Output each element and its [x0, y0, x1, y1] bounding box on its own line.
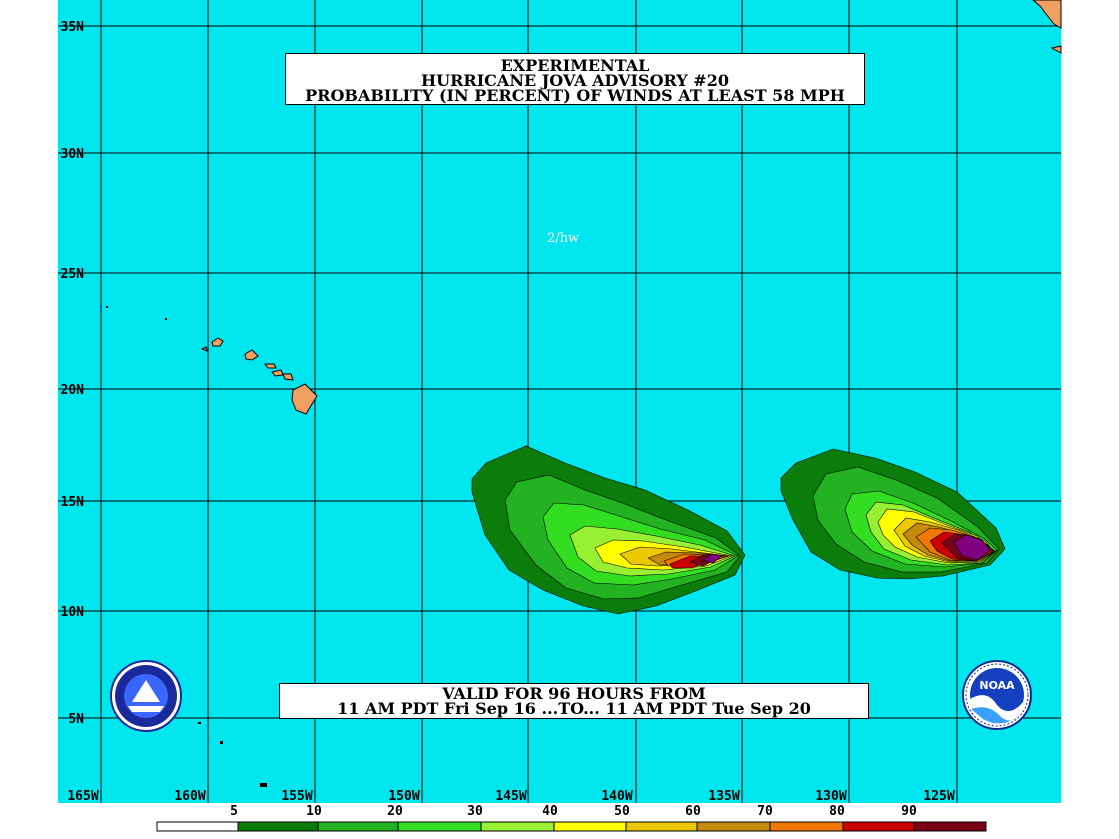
- scale-swatch: [480, 821, 555, 832]
- scale-swatch: [237, 821, 319, 832]
- latitude-label: 30N: [61, 147, 85, 162]
- small-islets: [106, 306, 267, 787]
- latitude-label: 15N: [61, 495, 85, 510]
- longitude-label: 130W: [815, 789, 846, 804]
- scale-swatch: [913, 821, 987, 832]
- latitude-label: 10N: [61, 605, 85, 620]
- scale-swatch: [842, 821, 915, 832]
- scale-label: 5: [230, 804, 238, 819]
- longitude-label: 150W: [388, 789, 419, 804]
- longitude-label: 145W: [495, 789, 526, 804]
- scale-label: 30: [467, 804, 483, 819]
- longitude-label: 135W: [708, 789, 739, 804]
- scale-label: 50: [614, 804, 630, 819]
- color-scale-bar: [156, 821, 987, 832]
- scale-label: 20: [387, 804, 403, 819]
- longitude-label: 125W: [923, 789, 954, 804]
- scale-swatch: [553, 821, 627, 832]
- latitude-label: 5N: [68, 712, 84, 727]
- mexico-coast: [1032, 0, 1062, 29]
- scale-label: 70: [757, 804, 773, 819]
- scale-swatch: [769, 821, 844, 832]
- scale-label: 90: [901, 804, 917, 819]
- scale-swatch: [317, 821, 399, 832]
- stamp-text: 2/hw: [547, 231, 580, 246]
- scale-swatch: [625, 821, 698, 832]
- nws-logo: [110, 660, 182, 732]
- scale-swatch: [696, 821, 771, 832]
- longitude-label: 155W: [281, 789, 312, 804]
- color-scale-labels: 5 10 20 30 40 50 60 70 80 90: [230, 804, 917, 819]
- scale-label: 60: [685, 804, 701, 819]
- valid-line-1: VALID FOR 96 HOURS FROM: [442, 684, 706, 703]
- title-line-2: HURRICANE JOVA ADVISORY #20: [421, 71, 729, 90]
- noaa-logo-text: NOAA: [979, 679, 1015, 692]
- contours-swath-west: [471, 445, 746, 615]
- valid-period-box: VALID FOR 96 HOURS FROM 11 AM PDT Fri Se…: [279, 683, 869, 719]
- title-line-1: EXPERIMENTAL: [500, 56, 650, 75]
- latitude-label: 25N: [61, 267, 85, 282]
- lat-lon-grid: [58, 0, 1061, 803]
- baja-tip: [1050, 45, 1062, 54]
- longitude-label: 160W: [174, 789, 205, 804]
- longitude-labels: 165W 160W 155W 150W 145W 140W 135W 130W 125W: [67, 789, 954, 804]
- latitude-labels: 35N 30N 25N 20N 15N 10N 5N: [61, 20, 85, 727]
- contours-swath-east: [780, 448, 1006, 580]
- valid-line-2: 11 AM PDT Fri Sep 16 ...TO... 11 AM PDT …: [337, 699, 811, 718]
- longitude-label: 165W: [67, 789, 98, 804]
- noaa-logo: NOAA: [962, 660, 1032, 730]
- latitude-label: 20N: [61, 383, 85, 398]
- scale-swatch: [156, 821, 239, 832]
- scale-label: 40: [542, 804, 558, 819]
- scale-swatch: [397, 821, 482, 832]
- scale-label: 10: [306, 804, 322, 819]
- latitude-label: 35N: [61, 20, 85, 35]
- longitude-label: 140W: [601, 789, 632, 804]
- scale-label: 80: [829, 804, 845, 819]
- title-line-3: PROBABILITY (IN PERCENT) OF WINDS AT LEA…: [305, 86, 845, 105]
- hawaiian-islands: [200, 337, 318, 415]
- advisory-title-box: EXPERIMENTAL HURRICANE JOVA ADVISORY #20…: [285, 53, 865, 105]
- ocean-background: [58, 0, 1061, 803]
